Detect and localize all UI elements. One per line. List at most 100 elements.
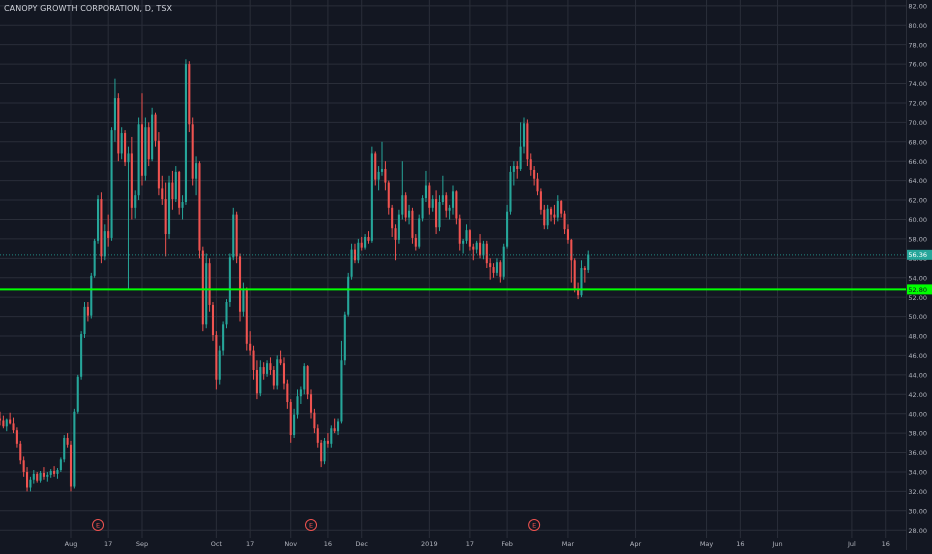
candle-body — [29, 479, 32, 488]
y-tick-label: 32.00 — [908, 488, 927, 496]
candle — [418, 214, 421, 249]
candle-body — [59, 459, 62, 471]
candle — [549, 206, 553, 222]
candle — [391, 204, 394, 237]
candle — [222, 321, 225, 356]
candle — [573, 258, 576, 293]
candle — [188, 61, 191, 133]
candle — [367, 231, 370, 244]
candle — [19, 440, 22, 465]
earnings-event-marker[interactable]: E — [92, 519, 105, 531]
y-tick-label: 52.00 — [908, 294, 927, 302]
candle — [235, 211, 238, 264]
candle — [289, 399, 292, 443]
candle — [249, 331, 252, 356]
candle — [178, 170, 181, 215]
y-tick-label: 30.00 — [908, 507, 927, 515]
candle-body — [103, 231, 106, 257]
candle-body — [282, 363, 286, 384]
candle — [299, 386, 302, 404]
candle — [9, 412, 12, 425]
candle-body — [117, 98, 120, 154]
candle — [323, 437, 326, 465]
candle-body — [451, 191, 455, 208]
candle-body — [357, 242, 360, 261]
candle-body — [174, 171, 177, 200]
candle — [448, 204, 451, 220]
candle-body — [428, 185, 431, 208]
candle-body — [39, 472, 42, 481]
candle-body — [56, 470, 59, 474]
candle-body — [147, 127, 150, 160]
candle — [313, 408, 316, 434]
price-axis[interactable]: 28.00 30.00 32.00 34.00 36.00 38.00 40.00 42.00… — [908, 2, 927, 534]
candle — [32, 470, 35, 484]
candle — [218, 345, 221, 385]
candle-body — [215, 335, 218, 380]
x-tick-label: 17 — [104, 540, 112, 548]
candle — [401, 161, 404, 220]
candle — [86, 302, 89, 322]
x-tick-label: Aug — [65, 540, 78, 548]
candle — [350, 243, 353, 280]
time-axis[interactable]: Aug 17 Sep Oct 17 Nov 16 Dec 2019 17 Feb Mar Apr May 1… — [65, 540, 890, 548]
earnings-event-marker[interactable]: E — [305, 519, 318, 531]
candle — [408, 204, 411, 225]
candle — [12, 417, 15, 434]
candle — [140, 93, 144, 186]
candle-body — [367, 236, 370, 241]
candle-body — [289, 402, 292, 436]
y-tick-label: 44.00 — [908, 371, 927, 379]
candle-body — [293, 414, 296, 436]
candle-body — [218, 350, 221, 380]
candle — [580, 260, 583, 298]
candle — [330, 425, 333, 448]
candle — [15, 427, 18, 448]
candle — [482, 240, 485, 260]
candle-body — [242, 289, 245, 312]
candle-body — [421, 198, 424, 219]
candle-body — [526, 123, 529, 160]
earnings-event-marker[interactable]: E — [528, 519, 541, 531]
candle-body — [475, 242, 478, 250]
candle — [36, 471, 39, 483]
candle-body — [188, 64, 191, 125]
candle-body — [445, 195, 448, 211]
candle — [380, 141, 384, 176]
candle-body — [140, 124, 144, 176]
candle — [384, 161, 387, 191]
candle-body — [5, 419, 8, 427]
candle — [414, 234, 417, 251]
candle — [404, 192, 407, 222]
y-tick-label: 34.00 — [908, 469, 927, 477]
candle — [397, 209, 400, 244]
earnings-event-circle — [92, 519, 105, 531]
candle-body — [397, 214, 400, 240]
candle-body — [46, 474, 49, 477]
candle-body — [296, 396, 299, 415]
candle — [357, 238, 360, 264]
x-tick-label: Nov — [284, 540, 297, 548]
candle-body — [458, 218, 461, 244]
candle-body — [482, 243, 485, 256]
candle — [134, 190, 137, 219]
candle-body — [377, 171, 380, 180]
candle-body — [195, 163, 198, 179]
candle — [539, 188, 542, 215]
y-tick-label: 62.00 — [908, 197, 927, 205]
candle — [340, 340, 343, 424]
candle — [533, 166, 536, 186]
candle — [543, 204, 546, 230]
y-tick-label: 70.00 — [908, 119, 927, 127]
candles — [0, 59, 590, 492]
candle-body — [12, 423, 15, 431]
candle — [29, 476, 32, 492]
candle — [90, 272, 93, 319]
candle-body — [512, 166, 515, 172]
candle — [255, 360, 258, 400]
candle-body — [455, 191, 458, 219]
candle-body — [124, 133, 127, 163]
candle-body — [330, 428, 333, 444]
